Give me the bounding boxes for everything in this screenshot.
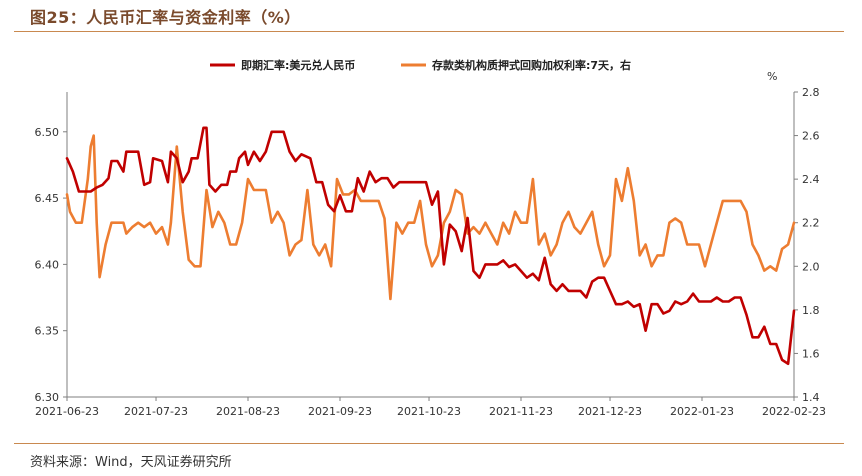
x-tick-label: 2021-09-23 — [308, 405, 372, 418]
right-axis-unit: % — [767, 70, 777, 83]
right-tick-label: 2.6 — [802, 130, 820, 143]
left-tick-label: 6.45 — [35, 192, 60, 205]
source-divider — [14, 443, 844, 444]
chart-canvas: 即期汇率:美元兑人民币 存款类机构质押式回购加权利率:7天，右 % 6.30 6.… — [35, 58, 826, 418]
right-tick-label: 2.0 — [802, 260, 820, 273]
legend: 即期汇率:美元兑人民币 存款类机构质押式回购加权利率:7天，右 — [210, 58, 631, 72]
legend-label-repo-rate: 存款类机构质押式回购加权利率:7天，右 — [432, 58, 631, 72]
x-tick-label: 2021-06-23 — [35, 405, 99, 418]
right-tick-label: 1.8 — [802, 304, 820, 317]
right-tick-label: 2.8 — [802, 86, 820, 99]
series-line-spot-rate — [65, 126, 796, 366]
right-tick-label: 1.6 — [802, 347, 820, 360]
x-tick-label: 2022-02-23 — [762, 405, 826, 418]
left-tick-label: 6.40 — [35, 258, 60, 271]
x-tick-label: 2021-11-23 — [489, 405, 553, 418]
left-tick-label: 6.30 — [35, 391, 60, 404]
title-divider — [14, 31, 844, 32]
series-line-repo-rate — [65, 134, 796, 301]
legend-label-spot-rate: 即期汇率:美元兑人民币 — [241, 58, 355, 72]
x-tick-label: 2021-10-23 — [397, 405, 461, 418]
left-tick-label: 6.50 — [35, 126, 60, 139]
x-tick-label: 2022-01-23 — [670, 405, 734, 418]
chart-title: 图25：人民币汇率与资金利率（%） — [30, 8, 301, 27]
right-tick-label: 2.4 — [802, 173, 820, 186]
right-tick-label: 2.2 — [802, 217, 820, 230]
x-tick-label: 2021-12-23 — [578, 405, 642, 418]
right-tick-label: 1.4 — [802, 391, 820, 404]
source-note: 资料来源：Wind，天风证券研究所 — [30, 455, 232, 470]
left-tick-label: 6.35 — [35, 325, 60, 338]
x-tick-label: 2021-07-23 — [124, 405, 188, 418]
x-tick-label: 2021-08-23 — [216, 405, 280, 418]
